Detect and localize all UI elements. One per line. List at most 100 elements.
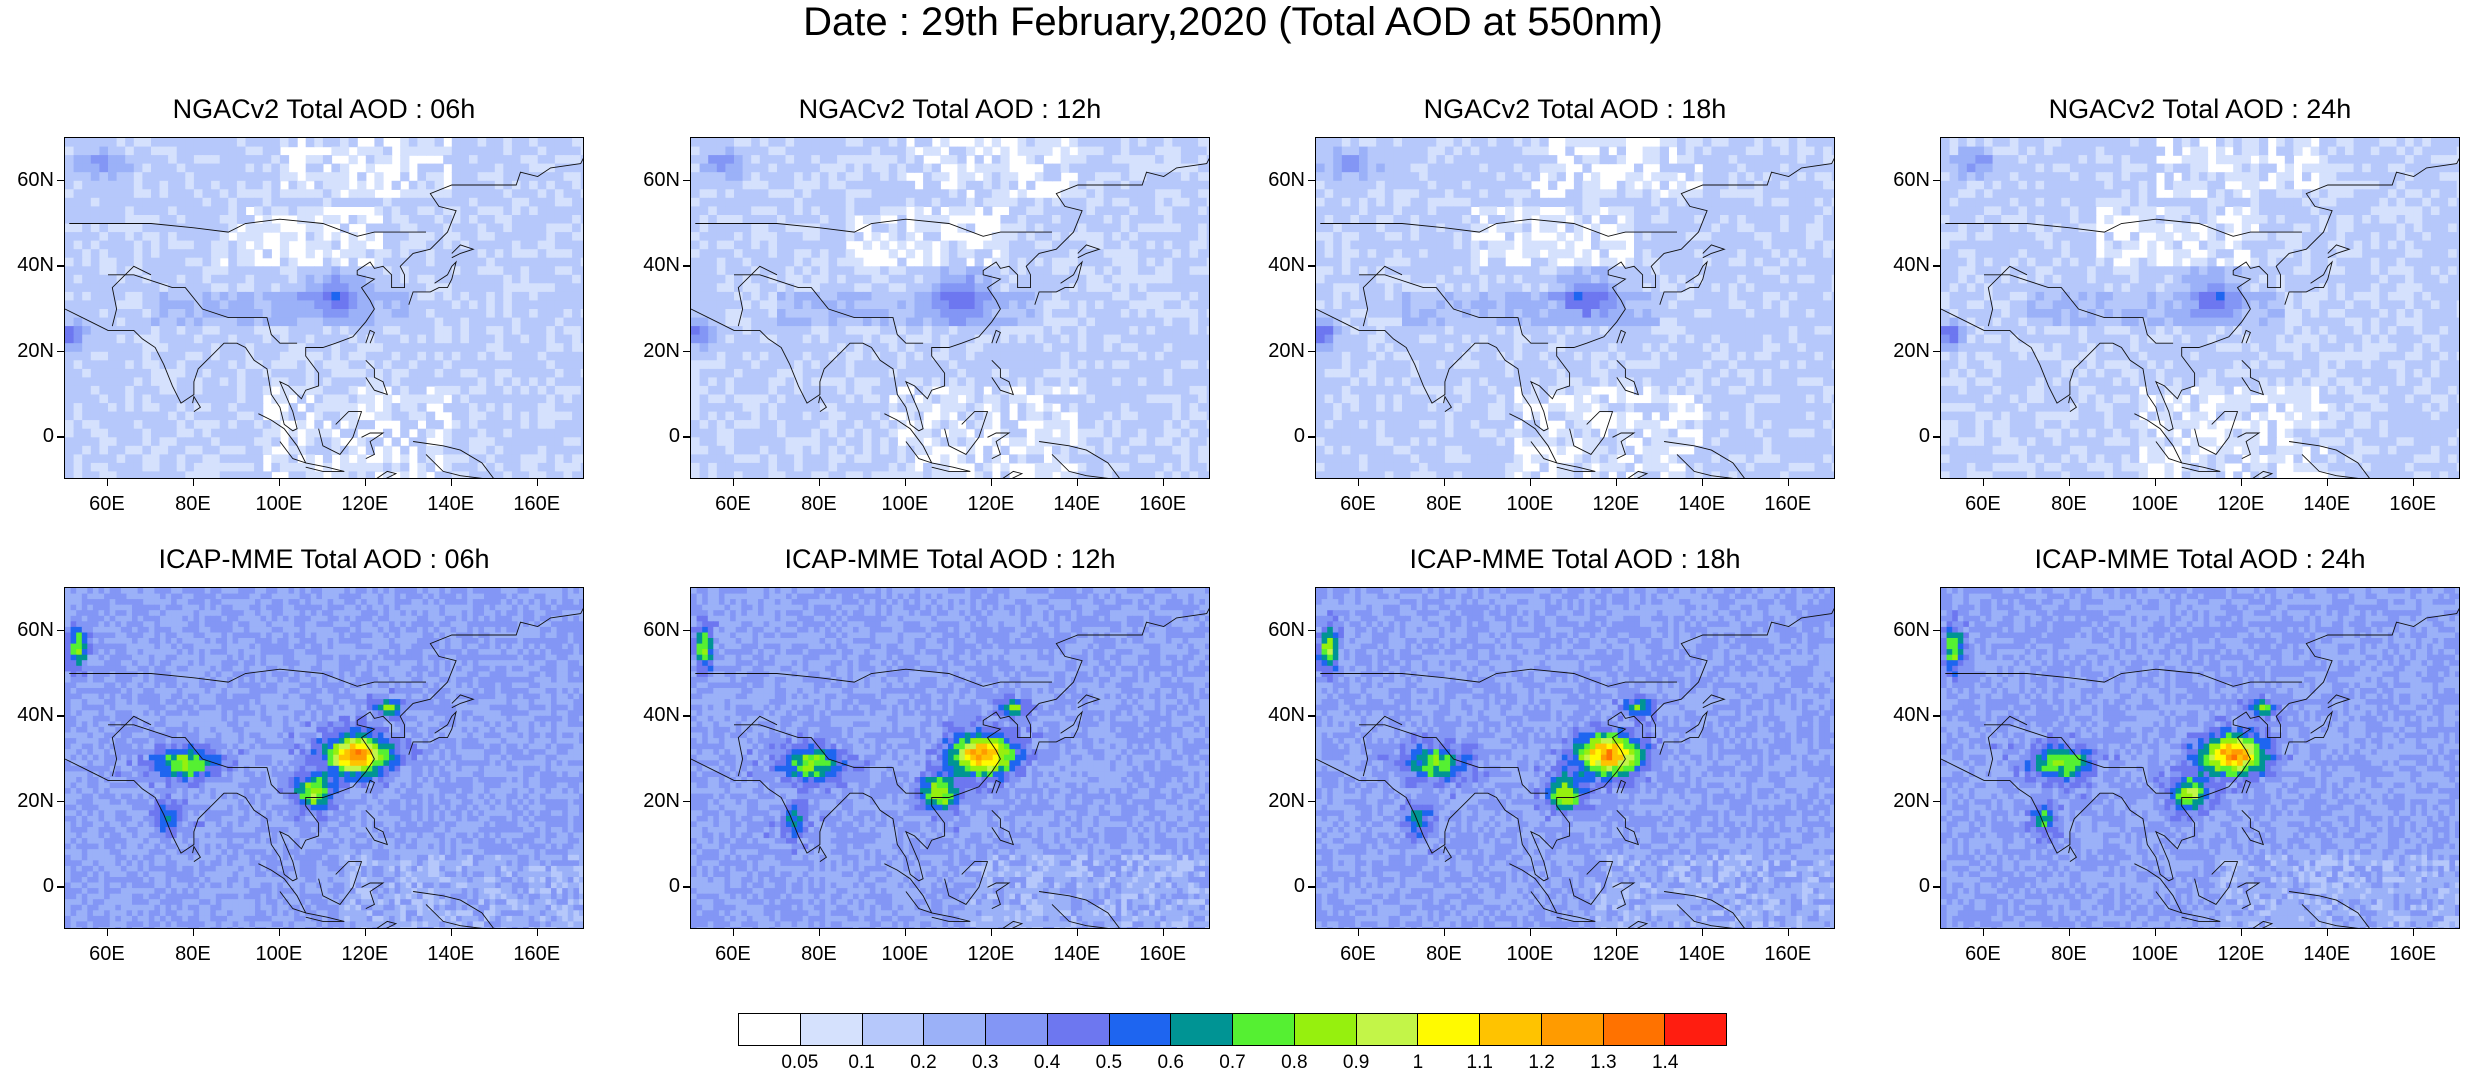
- lon-tick-label: 120E: [1586, 493, 1646, 515]
- aod-map: [1315, 587, 1835, 929]
- lon-tick-label: 80E: [789, 493, 849, 515]
- lon-tick-mark: [2069, 929, 2071, 936]
- lon-tick-mark: [2155, 479, 2157, 486]
- lon-tick-label: 120E: [1586, 943, 1646, 965]
- lon-tick-mark: [1702, 479, 1704, 486]
- lon-tick-label: 60E: [1953, 943, 2013, 965]
- lon-tick-label: 80E: [163, 943, 223, 965]
- lat-tick-label: 0: [4, 425, 54, 447]
- aod-map: [64, 137, 584, 479]
- panel-title: ICAP-MME Total AOD : 06h: [64, 544, 584, 574]
- lat-tick-label: 20N: [1255, 340, 1305, 362]
- lat-tick-mark: [683, 886, 690, 888]
- lon-tick-mark: [1616, 929, 1618, 936]
- lon-tick-label: 140E: [421, 943, 481, 965]
- lon-tick-mark: [279, 479, 281, 486]
- lat-tick-label: 40N: [1255, 254, 1305, 276]
- lon-tick-mark: [1702, 929, 1704, 936]
- lon-tick-label: 100E: [1500, 943, 1560, 965]
- lon-tick-label: 80E: [789, 943, 849, 965]
- colorbar-swatch: [1357, 1014, 1419, 1045]
- lon-tick-mark: [451, 479, 453, 486]
- lon-tick-label: 100E: [875, 493, 935, 515]
- lat-tick-mark: [57, 715, 64, 717]
- lon-tick-mark: [1077, 479, 1079, 486]
- panel-title: NGACv2 Total AOD : 24h: [1940, 94, 2460, 124]
- lon-tick-label: 120E: [335, 943, 395, 965]
- lon-tick-mark: [193, 479, 195, 486]
- lon-tick-label: 80E: [2039, 943, 2099, 965]
- colorbar-swatch: [1048, 1014, 1110, 1045]
- lon-tick-label: 100E: [875, 943, 935, 965]
- lat-tick-mark: [1933, 715, 1940, 717]
- colorbar-swatch: [1418, 1014, 1480, 1045]
- lat-tick-label: 40N: [1880, 704, 1930, 726]
- lat-tick-mark: [1308, 180, 1315, 182]
- lat-tick-label: 0: [1880, 875, 1930, 897]
- lat-tick-mark: [57, 180, 64, 182]
- lat-tick-mark: [1308, 436, 1315, 438]
- lon-tick-label: 160E: [507, 493, 567, 515]
- aod-map: [1940, 137, 2460, 479]
- lon-tick-label: 80E: [2039, 493, 2099, 515]
- lon-tick-label: 160E: [2383, 943, 2443, 965]
- lon-tick-mark: [819, 929, 821, 936]
- lon-tick-label: 100E: [249, 943, 309, 965]
- lon-tick-mark: [733, 929, 735, 936]
- colorbar-swatch: [1542, 1014, 1604, 1045]
- lon-tick-label: 60E: [1328, 943, 1388, 965]
- lon-tick-label: 140E: [1672, 943, 1732, 965]
- lon-tick-label: 80E: [163, 493, 223, 515]
- panel-title: ICAP-MME Total AOD : 12h: [690, 544, 1210, 574]
- lon-tick-mark: [1358, 929, 1360, 936]
- aod-colorbar: [738, 1013, 1727, 1046]
- lat-tick-label: 60N: [1255, 619, 1305, 641]
- lon-tick-mark: [365, 929, 367, 936]
- lat-tick-mark: [683, 180, 690, 182]
- lon-tick-mark: [451, 929, 453, 936]
- lat-tick-label: 20N: [1880, 340, 1930, 362]
- lon-tick-label: 140E: [421, 493, 481, 515]
- lon-tick-label: 160E: [1133, 943, 1193, 965]
- lat-tick-mark: [1933, 180, 1940, 182]
- lon-tick-label: 140E: [1672, 493, 1732, 515]
- lat-tick-label: 40N: [4, 254, 54, 276]
- lat-tick-mark: [1933, 886, 1940, 888]
- lon-tick-mark: [537, 929, 539, 936]
- aod-map: [64, 587, 584, 929]
- colorbar-swatch: [1665, 1014, 1726, 1045]
- lon-tick-mark: [2241, 479, 2243, 486]
- lat-tick-label: 40N: [630, 254, 680, 276]
- lat-tick-mark: [683, 436, 690, 438]
- lat-tick-mark: [683, 715, 690, 717]
- lon-tick-label: 140E: [1047, 493, 1107, 515]
- aod-map: [1940, 587, 2460, 929]
- colorbar-swatch: [1233, 1014, 1295, 1045]
- lon-tick-label: 120E: [335, 493, 395, 515]
- lon-tick-mark: [365, 479, 367, 486]
- lat-tick-mark: [1308, 801, 1315, 803]
- aod-map: [690, 587, 1210, 929]
- lon-tick-label: 160E: [1133, 493, 1193, 515]
- lat-tick-label: 20N: [630, 790, 680, 812]
- lon-tick-label: 140E: [2297, 943, 2357, 965]
- lon-tick-mark: [1983, 479, 1985, 486]
- lon-tick-mark: [2069, 479, 2071, 486]
- lat-tick-label: 60N: [4, 619, 54, 641]
- lat-tick-label: 60N: [630, 619, 680, 641]
- lon-tick-mark: [1163, 929, 1165, 936]
- lat-tick-mark: [57, 265, 64, 267]
- lon-tick-label: 120E: [2211, 493, 2271, 515]
- panel-title: ICAP-MME Total AOD : 24h: [1940, 544, 2460, 574]
- lon-tick-mark: [2327, 479, 2329, 486]
- lat-tick-label: 40N: [4, 704, 54, 726]
- aod-map: [1315, 137, 1835, 479]
- aod-field: [691, 588, 1210, 929]
- lon-tick-mark: [193, 929, 195, 936]
- lat-tick-mark: [1933, 351, 1940, 353]
- lat-tick-mark: [683, 265, 690, 267]
- lat-tick-label: 20N: [1880, 790, 1930, 812]
- lon-tick-label: 60E: [703, 493, 763, 515]
- lon-tick-label: 160E: [1758, 943, 1818, 965]
- lat-tick-label: 20N: [630, 340, 680, 362]
